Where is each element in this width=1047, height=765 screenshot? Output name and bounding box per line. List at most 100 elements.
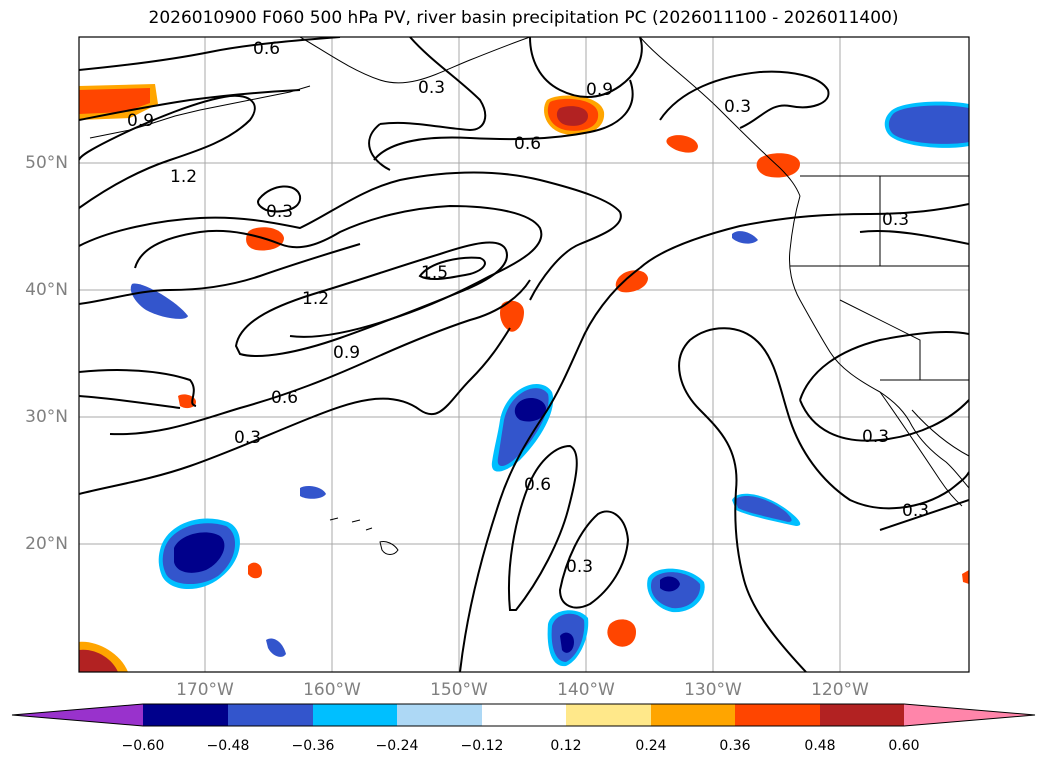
contour-0.9-central — [79, 243, 361, 305]
precip-blob-small-3 — [248, 562, 262, 579]
precip-blob-small-2 — [178, 394, 196, 409]
precip-blob-central-2 — [500, 300, 524, 332]
contour-0.3-north-ridge — [368, 123, 391, 171]
colorbar-extend-high — [904, 704, 1035, 726]
contour-0.3-closed — [257, 185, 302, 213]
contour-ridge-central — [529, 37, 643, 99]
colorbar-tick: 0.36 — [719, 738, 751, 754]
precip-blob-central-3 — [615, 270, 648, 293]
contour-0.3-northcentral — [379, 37, 487, 132]
colorbar-segment — [143, 704, 228, 726]
contour-0.3-east-trough — [678, 327, 969, 672]
colorbar-tick: 0.48 — [804, 738, 836, 754]
pv-contours — [79, 37, 969, 672]
colorbar-tick: −0.36 — [291, 738, 335, 754]
precip-blob-south-1 — [607, 619, 636, 647]
contour-label: 0.3 — [566, 557, 593, 577]
colorbar-outline — [11, 703, 1036, 727]
precip-neg-blob-south-core — [560, 632, 574, 653]
coastlines — [89, 37, 969, 555]
precip-neg-blob-small-2 — [266, 638, 286, 657]
lon-label-160w: 160°W — [303, 680, 361, 700]
map-title: 2026010900 F060 500 hPa PV, river basin … — [148, 8, 899, 28]
contour-label: 0.3 — [234, 428, 261, 448]
precip-neg-blob-bigwest-core — [174, 532, 225, 573]
lon-label-120w: 120°W — [811, 680, 869, 700]
contour-0.3-east-lower — [859, 229, 969, 245]
contour-0.3-southeast — [879, 499, 969, 531]
colorbar-tick: −0.12 — [460, 738, 504, 754]
contour-label: 0.3 — [882, 210, 909, 230]
precip-neg-blob-hawaii — [300, 486, 326, 499]
contour-label: 1.5 — [421, 263, 448, 283]
colorbar-segment — [397, 704, 482, 726]
contour-1.2-outer — [79, 94, 256, 209]
contour-0.3-east — [639, 203, 969, 269]
contour-0.3-east-inner-2 — [799, 399, 969, 442]
contour-label: 0.3 — [862, 427, 889, 447]
colorbar-tick: −0.48 — [206, 738, 250, 754]
se-alaska-coast — [639, 37, 801, 197]
colorbar-segment — [735, 704, 820, 726]
colorbar-segment — [313, 704, 397, 726]
lat-label-40n: 40°N — [25, 280, 68, 300]
contour-label: 0.6 — [514, 134, 541, 154]
contour-labels: 0.6 0.3 0.9 1.2 0.3 1.5 1.2 0.9 0.6 0.3 … — [127, 39, 929, 577]
map-plot-area: 0.6 0.3 0.9 1.2 0.3 1.5 1.2 0.9 0.6 0.3 … — [79, 37, 969, 672]
precip-blob-east-edge — [962, 570, 969, 584]
aleutian-chain — [89, 85, 311, 139]
precip-neg-blob-small-1 — [732, 231, 758, 244]
contour-0.6-south — [507, 444, 578, 611]
map-frame — [78, 36, 970, 673]
contour-1.5-closed — [234, 241, 508, 357]
alaska-coast — [299, 37, 531, 84]
precip-blob-small-1 — [666, 135, 698, 153]
contour-big-trough — [79, 171, 622, 301]
lon-label-170w: 170°W — [176, 680, 234, 700]
lon-label-150w: 150°W — [430, 680, 488, 700]
contour-label: 0.3 — [418, 78, 445, 98]
contour-label: 1.2 — [302, 289, 329, 309]
hawaii-islands — [329, 517, 399, 555]
precip-blob-bc-coast — [756, 153, 800, 178]
contour-0.6-north — [79, 37, 341, 71]
colorbar-tick: 0.24 — [635, 738, 667, 754]
precip-blob-gulf-alaska-core — [556, 106, 588, 126]
contour-label: 0.9 — [127, 111, 154, 131]
contour-label: 0.6 — [524, 475, 551, 495]
contour-label: 0.3 — [902, 501, 929, 521]
colorbar-segment — [566, 704, 651, 726]
precip-blob-northwest-core — [79, 88, 150, 114]
contour-label: 1.2 — [170, 167, 197, 187]
colorbar-tick: −0.24 — [375, 738, 419, 754]
colorbar-segment — [482, 704, 566, 726]
contour-0.3-east-inner — [799, 331, 969, 401]
precip-positive-blobs — [79, 84, 969, 672]
contour-0.6-arc — [373, 79, 634, 161]
lon-label-130w: 130°W — [684, 680, 742, 700]
contour-label: 0.9 — [333, 343, 360, 363]
contour-1.5-inner — [418, 256, 486, 281]
precip-neg-blob-west — [130, 283, 188, 319]
lat-label-50n: 50°N — [25, 153, 68, 173]
precip-negative-blobs — [130, 101, 969, 667]
precip-neg-blob-central-core — [514, 397, 546, 422]
precip-neg-blob-southcentral-core — [660, 576, 680, 592]
lon-label-140w: 140°W — [557, 680, 615, 700]
contour-label: 0.3 — [266, 202, 293, 222]
colorbar-segment — [820, 704, 904, 726]
lat-label-30n: 30°N — [25, 407, 68, 427]
mexico-gulf-coast — [911, 409, 969, 457]
contour-label: 0.6 — [253, 39, 280, 59]
contour-label: 0.6 — [271, 388, 298, 408]
precip-blob-southwest-core — [79, 649, 118, 672]
contour-0.9-north — [79, 89, 301, 121]
lat-label-20n: 20°N — [25, 534, 68, 554]
contour-0.3-main — [79, 327, 511, 495]
contour-label: 0.3 — [724, 97, 751, 117]
colorbar-segment — [228, 704, 313, 726]
precip-neg-blob-east-inner — [735, 496, 792, 522]
baja-coast — [879, 391, 963, 507]
contour-0.3-south-trough — [459, 267, 641, 672]
